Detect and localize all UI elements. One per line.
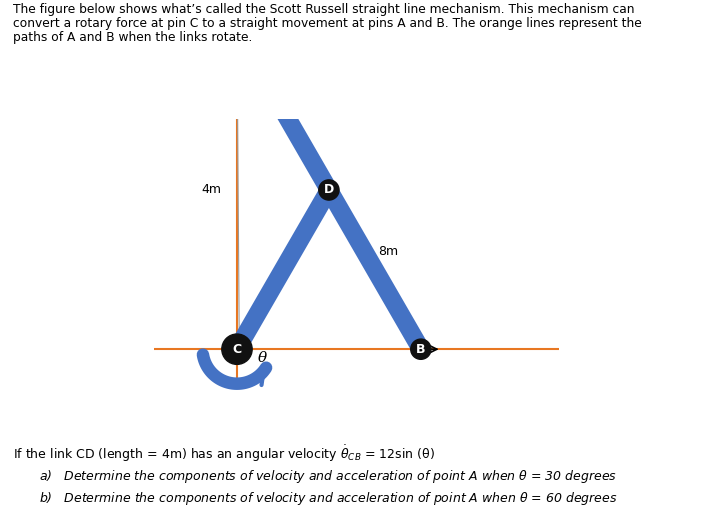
- Circle shape: [319, 180, 339, 200]
- Text: paths of A and B when the links rotate.: paths of A and B when the links rotate.: [13, 31, 252, 44]
- Circle shape: [227, 21, 247, 41]
- Circle shape: [222, 334, 252, 364]
- Text: b)   Determine the components of velocity and acceleration of point A when θ = 6: b) Determine the components of velocity …: [39, 490, 617, 508]
- Text: If the link CD (length = 4m) has an angular velocity $\dot{\theta}_{CB}$ = 12sin: If the link CD (length = 4m) has an angu…: [13, 444, 435, 465]
- Text: 8m: 8m: [379, 244, 399, 258]
- Text: C: C: [232, 343, 242, 356]
- Text: B: B: [416, 343, 426, 356]
- Circle shape: [411, 339, 431, 359]
- Text: 4m: 4m: [202, 184, 222, 197]
- Text: A: A: [232, 24, 242, 37]
- Text: The figure below shows what’s called the Scott Russell straight line mechanism. : The figure below shows what’s called the…: [13, 3, 635, 16]
- Text: a)   Determine the components of velocity and acceleration of point A when θ = 3: a) Determine the components of velocity …: [39, 468, 617, 485]
- Text: convert a rotary force at pin C to a straight movement at pins A and B. The oran: convert a rotary force at pin C to a str…: [13, 17, 642, 30]
- Text: θ: θ: [257, 351, 267, 365]
- Text: D: D: [324, 184, 334, 197]
